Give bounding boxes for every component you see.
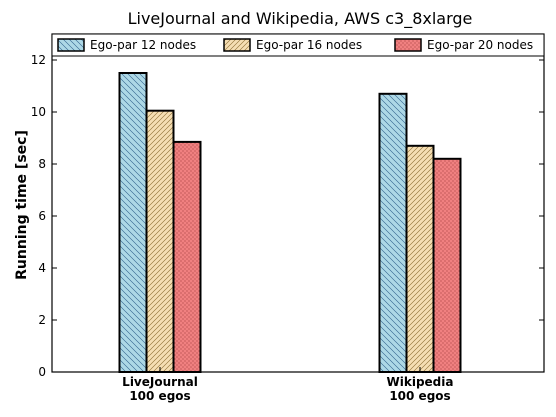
x-tick-label: Wikipedia [387, 375, 454, 389]
legend-label-1: Ego-par 12 nodes [90, 38, 196, 52]
x-tick-label: LiveJournal [122, 375, 198, 389]
y-axis: 0 2 4 6 8 10 12 [31, 53, 544, 379]
legend: Ego-par 12 nodes Ego-par 16 nodes Ego-par … [51, 33, 545, 57]
bar-series-1-cat-2 [378, 92, 408, 374]
legend-label-2: Ego-par 16 nodes [256, 38, 362, 52]
chart-title: LiveJournal and Wikipedia, AWS c3_8xlarg… [128, 9, 473, 29]
y-tick-label: 10 [31, 105, 46, 119]
bar-series-2-cat-2 [405, 144, 435, 373]
legend-swatch-2 [223, 38, 251, 52]
y-tick-label: 0 [38, 365, 46, 379]
bar-series-2-cat-1 [145, 109, 175, 373]
y-tick-label: 6 [38, 209, 46, 223]
y-tick-label: 8 [38, 157, 46, 171]
legend-swatch-1 [57, 38, 85, 52]
legend-label-3: Ego-par 20 nodes [427, 38, 533, 52]
bars [118, 72, 462, 374]
y-tick-label: 12 [31, 53, 46, 67]
bar-series-3-cat-2 [432, 157, 462, 373]
x-tick-label: 100 egos [129, 389, 190, 403]
y-tick-label: 2 [38, 313, 46, 327]
bar-series-3-cat-1 [172, 140, 202, 373]
bar-series-1-cat-1 [118, 72, 148, 373]
legend-swatch-3 [394, 38, 422, 52]
y-tick-label: 4 [38, 261, 46, 275]
x-tick-label: 100 egos [389, 389, 450, 403]
y-axis-label: Running time [sec] [14, 130, 30, 280]
